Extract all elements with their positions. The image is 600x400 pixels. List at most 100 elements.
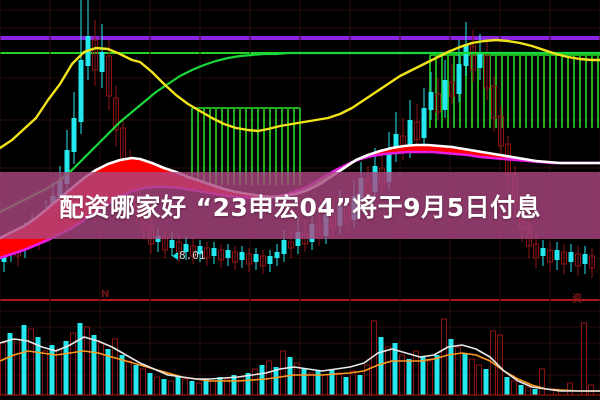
volume-bar (210, 380, 216, 396)
volume-bar (0, 342, 6, 396)
candle-body (288, 241, 294, 249)
ma-line-green (0, 51, 600, 214)
price-chart-panel[interactable] (0, 0, 600, 297)
volume-bar (462, 353, 468, 395)
headline-overlay-band: 配资哪家好 “23申宏04”将于9月5日付息 (0, 172, 600, 239)
candle-body (176, 241, 182, 255)
volume-bar (56, 348, 62, 396)
volume-bar (280, 350, 286, 396)
volume-ma-white (0, 336, 600, 392)
volume-bar (301, 369, 307, 395)
candle-body (435, 93, 441, 113)
candle-body (393, 134, 399, 152)
volume-bar (588, 384, 594, 396)
volume-bar (147, 373, 153, 395)
volume-bar (161, 379, 167, 395)
volume-bar (504, 377, 510, 395)
candle-body (218, 249, 224, 261)
candle-body (498, 115, 504, 147)
candle-body (407, 120, 413, 150)
candle-body (113, 97, 119, 131)
volume-bar (28, 328, 34, 396)
volume-bar (126, 360, 132, 396)
volume-bar (7, 333, 13, 395)
volume-bar (140, 368, 146, 396)
candle-body (470, 45, 476, 71)
volume-chart-canvas (0, 297, 600, 400)
volume-mark-left: N (101, 289, 110, 300)
candle-body (491, 85, 497, 119)
hatch-block-right (429, 54, 600, 128)
candle-body (211, 248, 217, 256)
volume-bar (238, 376, 244, 396)
volume-mark-right: 资 (572, 294, 582, 305)
volume-bar (231, 375, 237, 395)
volume-bar (511, 380, 517, 396)
volume-bar (336, 372, 342, 396)
volume-bar (392, 343, 398, 395)
candle-body (540, 248, 546, 256)
candle-body (246, 253, 252, 265)
volume-bar (483, 369, 489, 395)
volume-bar (91, 335, 97, 395)
candle-body (64, 150, 70, 184)
candle-body (71, 118, 77, 152)
candle-body (267, 256, 273, 264)
candle-body (449, 81, 455, 97)
candle-body (155, 236, 161, 242)
volume-bar (525, 386, 531, 396)
volume-bar (14, 338, 20, 396)
volume-bar-series (0, 318, 594, 396)
volume-bar (49, 345, 55, 395)
candle-body (547, 249, 553, 263)
volume-bar (77, 323, 83, 395)
volume-bar (273, 367, 279, 395)
volume-ma-orange (0, 350, 600, 392)
candle-body (414, 121, 420, 141)
candle-body (92, 39, 98, 71)
candle-body (78, 60, 84, 122)
volume-bar (448, 339, 454, 395)
candle-body (197, 246, 203, 254)
volume-bar (385, 346, 391, 396)
candle-body (225, 250, 231, 258)
volume-chart-panel[interactable] (0, 297, 600, 400)
volume-bar (539, 368, 545, 396)
volume-bar (532, 389, 538, 395)
volume-bar (42, 350, 48, 396)
candle-body (442, 80, 448, 110)
candle-body (281, 240, 287, 254)
candle-body (533, 243, 539, 259)
price-tag-marker: 8.01 (172, 250, 206, 261)
volume-bar (21, 325, 27, 395)
volume-bar (315, 371, 321, 395)
volume-bar (196, 382, 202, 396)
candle-body (428, 92, 434, 110)
volume-bar (154, 376, 160, 396)
candle-body (274, 252, 280, 258)
price-chart-canvas (0, 0, 600, 297)
volume-bar (308, 372, 314, 396)
volume-bar (567, 382, 573, 396)
candle-body (232, 251, 238, 263)
candle-body (183, 244, 189, 252)
candle-body (190, 245, 196, 257)
price-tag-value: 8.01 (179, 249, 206, 262)
volume-bar (63, 341, 69, 395)
left-arrow-icon (172, 251, 178, 260)
volume-bar (406, 359, 412, 395)
volume-bar (322, 374, 328, 396)
candle-body (421, 108, 427, 138)
candle-body (295, 232, 301, 246)
candle-body (239, 252, 245, 260)
volume-bar (203, 379, 209, 395)
candle-body (561, 251, 567, 265)
candle-body (582, 254, 588, 264)
volume-bar (420, 357, 426, 395)
candle-body (106, 55, 112, 97)
volume-bar (133, 365, 139, 395)
candle-body (575, 253, 581, 267)
volume-bar (427, 360, 433, 396)
candle-body (554, 250, 560, 260)
volume-bar (413, 350, 419, 396)
